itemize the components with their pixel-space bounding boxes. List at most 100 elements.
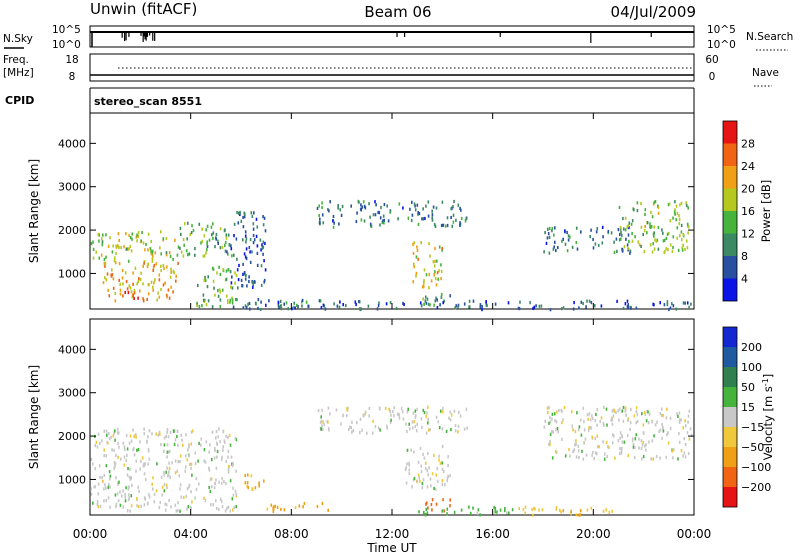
echo-cell [661,228,663,232]
echo-cell [322,303,325,307]
echo-cell [580,509,582,513]
echo-cell [493,505,495,509]
echo-cell [591,416,594,421]
echo-cell [123,463,126,467]
echo-cell [575,241,578,245]
echo-cell [679,234,681,238]
colorbar-segment [723,407,737,427]
echo-cell [579,418,582,422]
echo-cell [228,465,231,469]
echo-cell [652,202,655,206]
echo-cell [558,409,560,413]
echo-cell [157,433,160,437]
echo-cell [114,429,116,433]
echo-cell [583,441,585,445]
echo-cell [130,494,133,498]
echo-cell [578,455,580,460]
echo-cell [562,237,564,241]
echo-cell [420,469,423,474]
echo-cell [675,204,678,208]
echo-cell [98,239,100,243]
echo-cell [177,443,179,448]
echo-cell [215,478,217,482]
echo-cell [654,200,657,204]
echo-cell [657,211,660,215]
echo-cell [468,299,471,303]
echo-cell [454,306,456,310]
echo-cell [367,304,370,308]
echo-cell [592,450,594,454]
echo-cell [231,254,233,258]
echo-cell [671,449,674,453]
echo-cell [561,437,563,441]
echo-cell [349,425,351,429]
echo-cell [561,239,563,243]
echo-cell [684,419,686,423]
echo-cell [644,224,646,229]
echo-cell [435,415,438,419]
echo-cell [650,457,652,461]
echo-cell [424,216,426,221]
echo-cell [428,272,430,277]
echo-cell [386,426,389,430]
echo-cell [388,407,390,411]
echo-cell [431,213,434,217]
echo-cell [685,424,687,428]
echo-cell [619,447,621,451]
echo-cell [393,406,395,410]
echo-cell [162,263,165,268]
echo-cell [175,274,177,278]
echo-cell [132,428,134,432]
echo-cell [302,505,304,509]
echo-cell [280,507,282,511]
echo-cell [446,223,449,228]
echo-cell [632,445,635,449]
echo-cell [148,495,151,499]
echo-cell [438,269,440,273]
echo-cell [405,481,408,485]
echo-cell [260,300,262,304]
echo-cell [617,439,620,443]
echo-cell [614,456,616,460]
echo-cell [423,411,426,415]
echo-cell [206,242,208,246]
echo-cell [652,242,654,246]
echo-cell [221,477,223,481]
echo-cell [430,279,433,283]
echo-cell [554,226,556,230]
echo-cell [327,508,329,512]
echo-cell [529,301,531,305]
echo-cell [436,259,438,263]
echo-cell [262,240,265,244]
echo-cell [608,445,610,450]
echo-cell [613,250,616,254]
echo-cell [112,277,115,281]
echo-cell [159,501,162,505]
noise-tick-top-left: 10^5 [52,24,81,36]
echo-cell [182,254,185,258]
echo-cell [351,420,353,424]
echo-cell [102,479,104,483]
echo-cell [442,223,445,227]
echo-cell [651,250,654,254]
echo-cell [590,426,592,430]
echo-cell [142,297,144,301]
echo-cell [457,305,459,309]
echo-cell [425,301,428,305]
echo-cell [556,410,558,414]
echo-cell [122,282,124,286]
echo-cell [235,297,237,302]
echo-cell [129,467,131,471]
echo-cell [592,237,594,242]
echo-cell [332,225,335,229]
echo-cell [133,288,136,293]
echo-cell [443,299,445,303]
echo-cell [575,455,578,459]
echo-cell [232,493,235,497]
echo-cell [105,454,107,458]
echo-cell [230,247,233,251]
echo-cell [441,482,444,486]
echo-cell [620,449,623,453]
ytick-label: 1000 [58,473,86,486]
echo-cell [616,299,618,303]
